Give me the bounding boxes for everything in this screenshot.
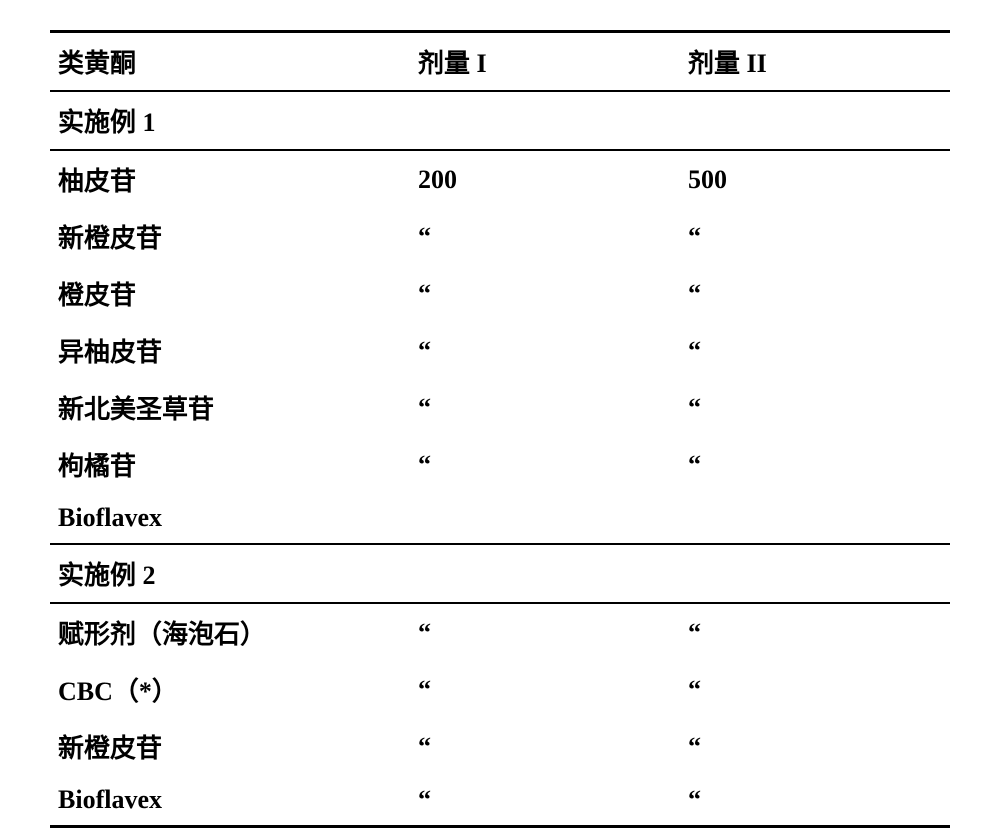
table-row: 柚皮苷 200 500 — [50, 150, 950, 208]
header-dose1: 剂量 I — [410, 32, 680, 92]
row-dose2: “ — [680, 322, 950, 379]
table-row: 异柚皮苷 “ “ — [50, 322, 950, 379]
table-row: 新橙皮苷 “ “ — [50, 718, 950, 775]
table-row: 新北美圣草苷 “ “ — [50, 379, 950, 436]
table-row: 枸橘苷 “ “ — [50, 436, 950, 493]
row-dose1 — [410, 493, 680, 544]
row-dose2 — [680, 493, 950, 544]
header-flavonoid: 类黄酮 — [50, 32, 410, 92]
row-dose1: “ — [410, 661, 680, 718]
table-row: CBC（*） “ “ — [50, 661, 950, 718]
section2-title-empty1 — [410, 544, 680, 603]
row-name: 枸橘苷 — [50, 436, 410, 493]
section1-title-empty1 — [410, 91, 680, 150]
row-name: 异柚皮苷 — [50, 322, 410, 379]
table-row: 赋形剂（海泡石） “ “ — [50, 603, 950, 661]
row-dose2: “ — [680, 379, 950, 436]
row-dose1: “ — [410, 436, 680, 493]
section1-title-row: 实施例 1 — [50, 91, 950, 150]
row-dose1: “ — [410, 603, 680, 661]
row-dose1: “ — [410, 379, 680, 436]
table-header-row: 类黄酮 剂量 I 剂量 II — [50, 32, 950, 92]
row-dose1: “ — [410, 718, 680, 775]
row-dose2: “ — [680, 208, 950, 265]
section2-title-empty2 — [680, 544, 950, 603]
row-name: 柚皮苷 — [50, 150, 410, 208]
row-name: 新橙皮苷 — [50, 208, 410, 265]
row-dose2: “ — [680, 436, 950, 493]
header-dose2: 剂量 II — [680, 32, 950, 92]
row-dose2: “ — [680, 718, 950, 775]
row-dose1: 200 — [410, 150, 680, 208]
section1-title-empty2 — [680, 91, 950, 150]
row-name: CBC（*） — [50, 661, 410, 718]
row-name: 新橙皮苷 — [50, 718, 410, 775]
row-dose1: “ — [410, 322, 680, 379]
row-dose2: “ — [680, 661, 950, 718]
row-name: 橙皮苷 — [50, 265, 410, 322]
row-dose1: “ — [410, 208, 680, 265]
row-dose2: 500 — [680, 150, 950, 208]
table-row: Bioflavex — [50, 493, 950, 544]
flavonoid-dosage-table: 类黄酮 剂量 I 剂量 II 实施例 1 柚皮苷 200 500 新橙皮苷 “ … — [50, 30, 950, 828]
row-name: Bioflavex — [50, 493, 410, 544]
row-name: 赋形剂（海泡石） — [50, 603, 410, 661]
table-row: 新橙皮苷 “ “ — [50, 208, 950, 265]
table-row: 橙皮苷 “ “ — [50, 265, 950, 322]
row-dose1: “ — [410, 265, 680, 322]
section2-title: 实施例 2 — [50, 544, 410, 603]
row-dose2: “ — [680, 265, 950, 322]
section2-title-row: 实施例 2 — [50, 544, 950, 603]
row-dose2: “ — [680, 603, 950, 661]
row-name: 新北美圣草苷 — [50, 379, 410, 436]
section1-title: 实施例 1 — [50, 91, 410, 150]
